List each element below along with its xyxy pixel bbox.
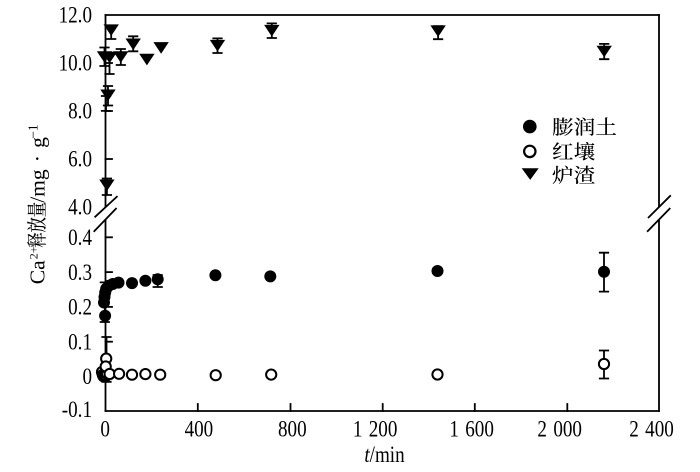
svg-text:2 400: 2 400	[629, 416, 674, 442]
svg-text:2+: 2+	[26, 246, 40, 259]
svg-text:-0.1: -0.1	[62, 396, 92, 422]
svg-text:Ca: Ca	[25, 260, 49, 284]
svg-text:0: 0	[100, 416, 110, 442]
svg-text:0: 0	[82, 363, 92, 389]
svg-text:0.2: 0.2	[68, 294, 92, 320]
svg-text:10.0: 10.0	[59, 50, 92, 76]
svg-text:4.0: 4.0	[68, 194, 92, 220]
svg-text:0.4: 0.4	[68, 224, 92, 250]
svg-text:800: 800	[278, 416, 307, 442]
svg-text:400: 400	[185, 416, 214, 442]
svg-text:12.0: 12.0	[59, 2, 92, 28]
svg-text:6.0: 6.0	[68, 146, 92, 172]
svg-text:8.0: 8.0	[68, 98, 92, 124]
svg-text:0.3: 0.3	[68, 259, 92, 285]
svg-text:/mg: /mg	[25, 169, 49, 203]
svg-text:−1: −1	[25, 124, 40, 138]
svg-text:2 000: 2 000	[537, 416, 582, 442]
svg-text:·: ·	[25, 155, 49, 162]
svg-text:0.1: 0.1	[68, 329, 92, 355]
svg-text:1 200: 1 200	[353, 416, 398, 442]
svg-text:1 600: 1 600	[449, 416, 494, 442]
svg-text:g: g	[25, 137, 49, 148]
svg-text:t/min: t/min	[364, 441, 405, 467]
